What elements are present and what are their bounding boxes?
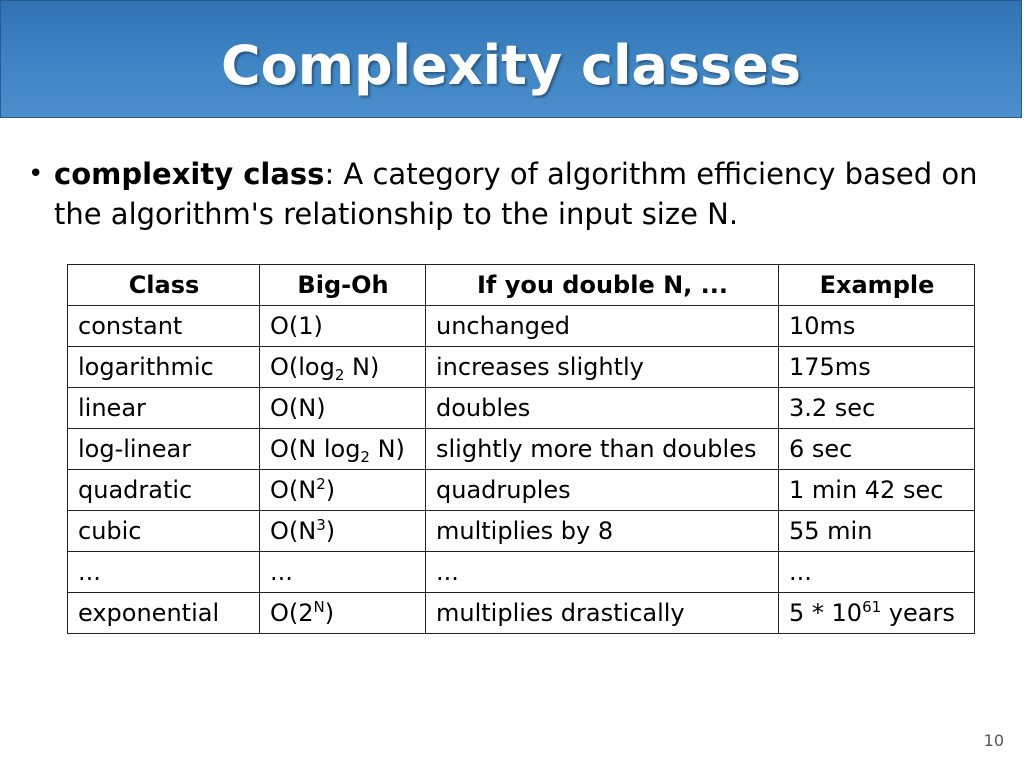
example-text: 10ms: [789, 312, 856, 340]
big-oh-text: O(1): [270, 312, 323, 340]
cell-example: 3.2 sec: [778, 387, 975, 429]
cell-class: cubic: [67, 510, 260, 552]
table-body: constant O(1) unchanged 10ms logarithmic O(lo…: [67, 305, 975, 634]
slide-title: Complexity classes: [221, 34, 801, 97]
big-oh-text: O(N: [270, 476, 317, 504]
cell-big-oh: O(N log2 N): [259, 428, 426, 470]
cell-example: 6 sec: [778, 428, 975, 470]
cell-double-effect: unchanged: [425, 305, 779, 347]
big-oh-text-end: N): [369, 435, 405, 463]
cell-big-oh: O(N3): [259, 510, 426, 552]
big-oh-text-end: ): [325, 476, 336, 504]
big-oh-subscript: 2: [334, 366, 345, 384]
big-oh-superscript: N: [313, 598, 325, 616]
table-row: log-linear O(N log2 N) slightly more than …: [67, 428, 975, 470]
cell-big-oh: O(2N): [259, 592, 426, 634]
big-oh-text: O(N): [270, 394, 326, 422]
example-text: ...: [789, 558, 812, 586]
example-text: 55 min: [789, 517, 873, 545]
cell-class: linear: [67, 387, 260, 429]
big-oh-text: ...: [270, 558, 293, 586]
page-number: 10: [983, 731, 1004, 750]
example-text: 3.2 sec: [789, 394, 876, 422]
big-oh-superscript: 2: [316, 475, 326, 493]
cell-double-effect: doubles: [425, 387, 779, 429]
title-bar: Complexity classes: [0, 0, 1022, 118]
header-double-n: If you double N, ...: [425, 264, 779, 306]
cell-example: ...: [778, 551, 975, 593]
bullet-icon: •: [28, 159, 44, 189]
cell-example: 175ms: [778, 346, 975, 388]
bullet-point: • complexity class: A category of algori…: [28, 154, 1018, 234]
cell-example: 10ms: [778, 305, 975, 347]
big-oh-subscript: 2: [360, 448, 370, 466]
cell-big-oh: O(log2 N): [259, 346, 426, 388]
cell-example: 1 min 42 sec: [778, 469, 975, 511]
example-text: 6 sec: [789, 435, 853, 463]
header-big-oh: Big-Oh: [259, 264, 426, 306]
big-oh-text: O(N: [270, 517, 317, 545]
cell-double-effect: increases slightly: [425, 346, 779, 388]
big-oh-text: O(log: [270, 353, 335, 381]
header-class: Class: [67, 264, 260, 306]
cell-example: 55 min: [778, 510, 975, 552]
example-text: 175ms: [789, 353, 871, 381]
complexity-table: Class Big-Oh If you double N, ... Exampl…: [67, 264, 975, 634]
table-row: cubic O(N3) multiplies by 8 55 min: [67, 510, 975, 552]
cell-double-effect: multiplies drastically: [425, 592, 779, 634]
cell-double-effect: multiplies by 8: [425, 510, 779, 552]
table-row: linear O(N) doubles 3.2 sec: [67, 387, 975, 429]
cell-double-effect: ...: [425, 551, 779, 593]
cell-double-effect: slightly more than doubles: [425, 428, 779, 470]
cell-big-oh: ...: [259, 551, 426, 593]
cell-class: logarithmic: [67, 346, 260, 388]
cell-class: constant: [67, 305, 260, 347]
example-text: 5 * 10: [789, 599, 863, 627]
table-row: quadratic O(N2) quadruples 1 min 42 sec: [67, 469, 975, 511]
cell-class: log-linear: [67, 428, 260, 470]
cell-class: ...: [67, 551, 260, 593]
big-oh-text-end: ): [325, 517, 336, 545]
example-text-end: years: [881, 599, 955, 627]
big-oh-text-end: N): [344, 353, 380, 381]
cell-double-effect: quadruples: [425, 469, 779, 511]
big-oh-text: O(2: [270, 599, 314, 627]
table-row: ............: [67, 551, 975, 593]
big-oh-text: O(N log: [270, 435, 361, 463]
cell-big-oh: O(N): [259, 387, 426, 429]
bullet-text: complexity class: A category of algorith…: [54, 154, 1018, 234]
example-text: 1 min 42 sec: [789, 476, 944, 504]
bullet-definition: : A category of algorithm efficiency bas…: [54, 157, 978, 231]
header-example: Example: [778, 264, 975, 306]
big-oh-text-end: ): [324, 599, 335, 627]
table-row: exponential O(2N) multiplies drastically 5 …: [67, 592, 975, 634]
table-header-row: Class Big-Oh If you double N, ... Exampl…: [67, 264, 975, 306]
big-oh-superscript: 3: [316, 516, 326, 534]
cell-class: exponential: [67, 592, 260, 634]
table-row: logarithmic O(log2 N) increases slightly 17…: [67, 346, 975, 388]
cell-example: 5 * 1061 years: [778, 592, 975, 634]
table-row: constant O(1) unchanged 10ms: [67, 305, 975, 347]
cell-big-oh: O(1): [259, 305, 426, 347]
cell-big-oh: O(N2): [259, 469, 426, 511]
cell-class: quadratic: [67, 469, 260, 511]
bullet-term: complexity class: [54, 157, 325, 191]
example-exponent: 61: [862, 598, 882, 616]
